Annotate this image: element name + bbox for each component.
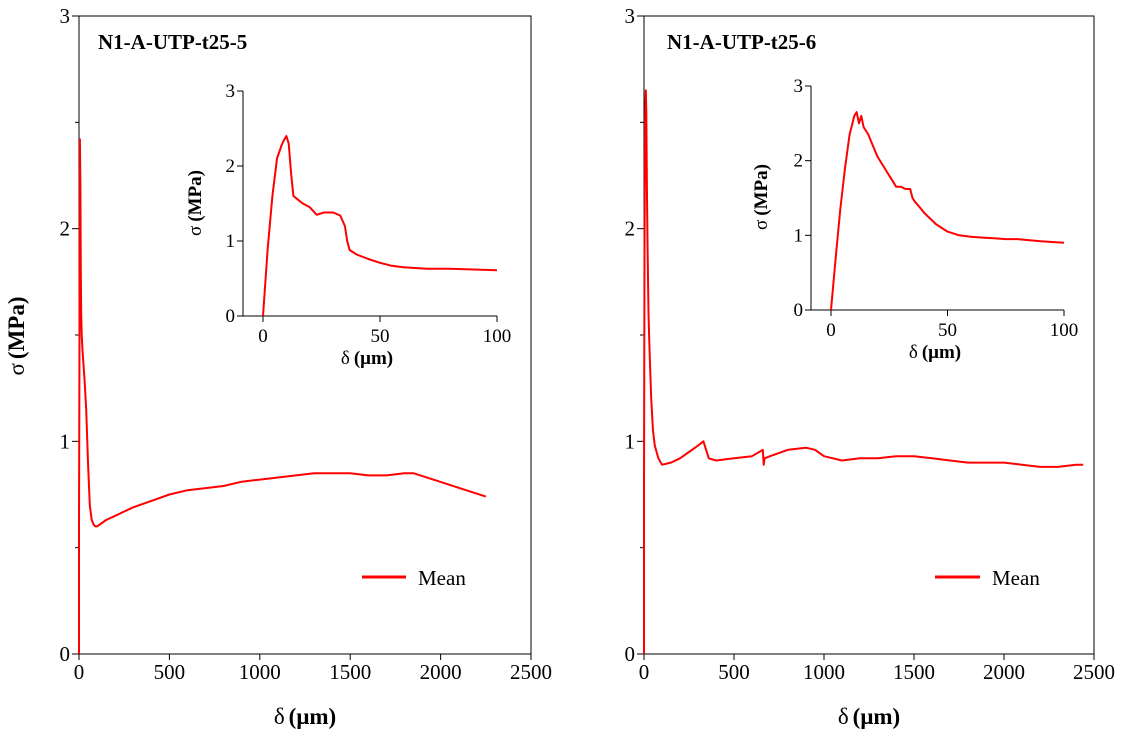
y-tick-label: 2 (625, 217, 636, 241)
chart-panel-1: 0 500 1000 1500 2000 25000123N1-A-UTP-t25-5δ(… (4, 4, 552, 729)
x-tick-label: 2000 (983, 660, 1025, 684)
x-tick-label: 500 (718, 660, 750, 684)
y-axis-label-symbol: σ (4, 362, 29, 375)
chart-panel-2: 0 500 1000 1500 2000 25000123N1-A-UTP-t25-6δ(… (625, 4, 1116, 729)
x-axis-label-symbol: δ (838, 704, 849, 729)
inset-x-axis-label-symbol: δ (341, 348, 350, 369)
y-tick-label: 0 (625, 642, 636, 666)
inset-x-tick-label: 50 (938, 320, 957, 341)
inset-x-axis-label: δ (μm) (909, 342, 961, 363)
inset-y-tick-label: 0 (794, 300, 804, 321)
legend-label: Mean (418, 566, 466, 590)
x-tick-label: 0 (74, 660, 85, 684)
inset-x-axis-label: δ (μm) (341, 348, 393, 369)
inset-y-axis-label: σ (MPa) (185, 170, 206, 236)
plot-frame (643, 15, 1095, 655)
inset-x-tick-label: 50 (371, 326, 390, 347)
inset-chart: 0 50 100 0 1 2 3 δ (μm) σ (MPa) (751, 76, 1078, 363)
inset-y-tick-label: 3 (226, 81, 236, 102)
x-axis-label-symbol: δ (274, 704, 285, 729)
inset-y-tick-label: 1 (794, 225, 804, 246)
inset-y-tick-label: 2 (226, 156, 236, 177)
x-axis-label: δ (μm) (838, 704, 900, 729)
chart-title: N1-A-UTP-t25-5 (98, 30, 247, 54)
inset-y-tick-label: 1 (226, 231, 236, 252)
x-tick-label: 500 (154, 660, 186, 684)
x-tick-label: 1000 (239, 660, 281, 684)
inset-y-axis-label-unit: (MPa) (185, 170, 206, 222)
y-tick-label: 3 (60, 4, 71, 28)
inset-y-tick-label: 0 (226, 306, 236, 327)
inset-chart: 0 50 100 0 1 2 3 δ (μm) σ (MPa) (185, 81, 511, 369)
x-tick-label: 2500 (510, 660, 552, 684)
x-axis-label-unit: (μm) (853, 704, 901, 729)
inset-x-axis-label-unit: (μm) (922, 342, 961, 363)
x-axis-label-unit: (μm) (289, 704, 337, 729)
y-tick-label: 3 (625, 4, 636, 28)
y-tick-label: 1 (60, 429, 71, 453)
legend-label: Mean (992, 566, 1040, 590)
series-line-1 (643, 89, 1084, 654)
inset-x-tick-label: 100 (1050, 320, 1079, 341)
y-tick-label: 0 (60, 642, 71, 666)
inset-y-tick-label: 2 (794, 151, 804, 172)
legend: Mean (362, 566, 466, 590)
x-tick-label: 2000 (420, 660, 462, 684)
x-tick-label: 1500 (893, 660, 935, 684)
inset-series-line-1 (830, 111, 1065, 311)
plot-frame (78, 15, 532, 655)
inset-y-axis-label-symbol: σ (751, 220, 772, 230)
inset-series-line-1 (262, 135, 498, 317)
inset-y-axis-label-unit: (MPa) (751, 164, 772, 216)
y-axis-label-unit: (MPa) (4, 297, 29, 360)
legend: Mean (935, 566, 1040, 590)
y-axis-label: σ (MPa) (4, 297, 29, 376)
x-tick-label: 0 (639, 660, 650, 684)
inset-x-axis-label-unit: (μm) (354, 348, 393, 369)
x-axis-label: δ (μm) (274, 704, 336, 729)
x-tick-label: 2500 (1073, 660, 1115, 684)
inset-y-axis-label: σ (MPa) (751, 164, 772, 230)
inset-y-tick-label: 3 (794, 76, 804, 97)
inset-y-axis-label-symbol: σ (185, 226, 206, 236)
inset-x-axis-label-symbol: δ (909, 342, 918, 363)
chart-title: N1-A-UTP-t25-6 (667, 30, 816, 54)
y-tick-label: 1 (625, 429, 636, 453)
x-tick-label: 1500 (329, 660, 371, 684)
series-line-1 (78, 138, 487, 654)
inset-x-tick-label: 0 (826, 320, 836, 341)
y-tick-label: 2 (60, 217, 71, 241)
x-tick-label: 1000 (803, 660, 845, 684)
inset-x-tick-label: 0 (258, 326, 268, 347)
inset-x-tick-label: 100 (483, 326, 512, 347)
